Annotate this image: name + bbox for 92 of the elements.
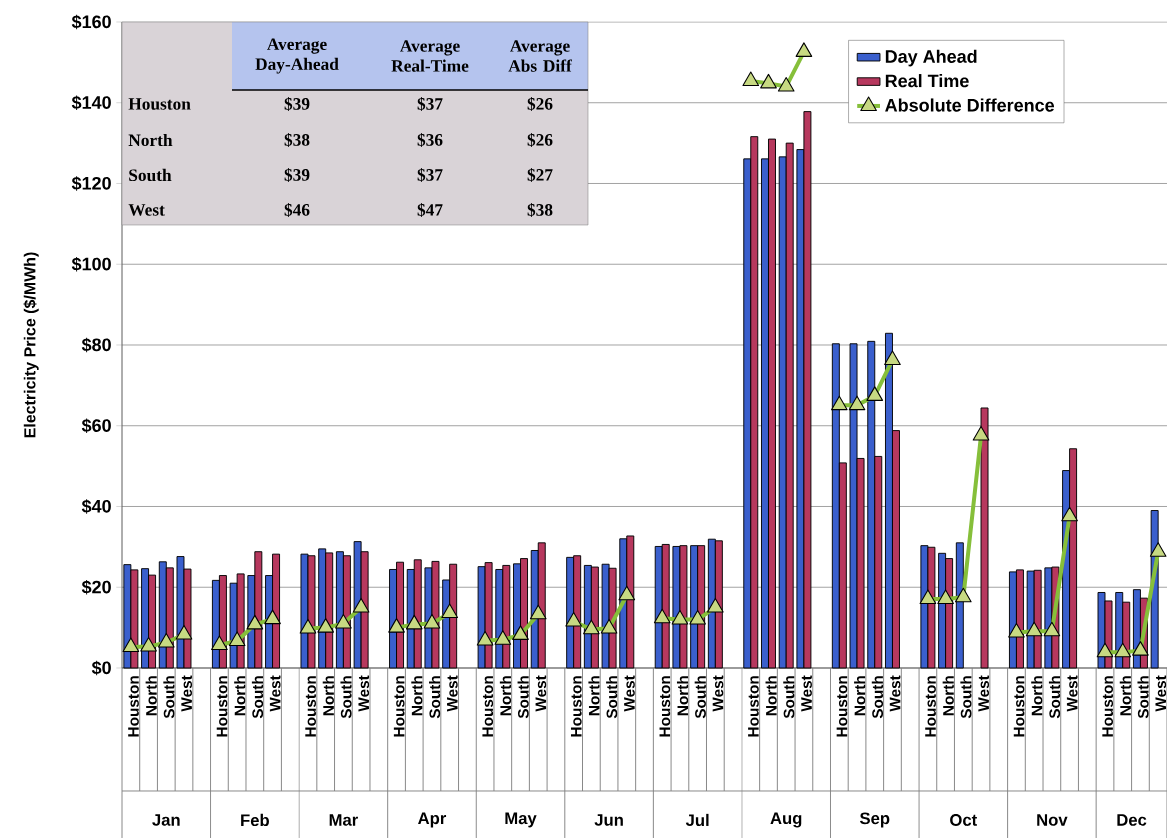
text: Dec [1117,814,1147,826]
x-tick-label: Houston [305,676,316,737]
text: Jun [594,814,623,826]
x-tick-label: South [960,676,972,719]
annotation: $37 [417,168,443,182]
x-tick-label: West [1155,675,1167,712]
annotation: West [128,204,165,216]
annotation: $26 [527,97,553,111]
x-tick-label: North [322,676,334,716]
x-tick-label: Houston [1013,676,1025,737]
annotation: $47 [417,203,443,217]
x-tick-label: Houston [128,676,139,737]
text: Jul [685,813,709,827]
text: Jan [152,814,180,826]
text: May [505,812,537,828]
annotation: Average Real-Time [391,40,469,72]
legend-label: Day Ahead [885,49,977,67]
x-tick-label: West [181,675,193,712]
annotation: Houston [128,98,191,110]
x-tick-label: Houston [836,676,848,737]
y-tick-label: $60 [81,418,111,434]
x-tick-label: Houston [482,676,494,737]
y-tick-label: $120 [71,176,111,191]
x-tick-label: Houston [748,676,759,737]
x-tick-label: South [429,676,441,719]
x-tick-label: Houston [659,676,671,737]
x-tick-label: North [411,676,423,716]
annotation: $36 [417,133,443,147]
text: Feb [241,813,269,827]
annotation: $37 [417,97,443,111]
annotation: $38 [284,133,310,147]
x-tick-label: West [712,675,724,712]
x-tick-label: West [269,675,281,712]
x-tick-label: West [1066,675,1078,712]
x-tick-label: North [1119,676,1132,716]
x-tick-label: North [1031,676,1043,716]
x-tick-label: North [499,676,512,716]
x-tick-label: West [624,675,635,712]
x-tick-label: South [340,676,352,719]
x-tick-label: South [694,676,706,719]
text: Apr [418,812,447,828]
annotation: South [129,168,172,182]
x-tick-label: South [163,676,175,719]
x-tick-label: North [942,676,954,716]
text: Aug [770,812,802,828]
annotation: Average Abs Diff [508,40,572,72]
annotation: $38 [527,203,553,217]
x-tick-label: West [801,675,812,712]
annotation: $39 [284,97,310,111]
x-tick-label: Houston [216,676,228,737]
y-tick-label: $20 [81,579,111,595]
text: Oct [950,814,978,826]
annotation: $27 [527,168,553,182]
x-tick-label: South [517,676,529,719]
x-tick-label: West [978,675,990,712]
x-tick-label: Houston [925,676,936,737]
x-tick-label: South [1137,676,1149,719]
x-tick-label: North [234,676,246,716]
x-tick-label: West [358,675,370,712]
x-tick-label: North [676,676,689,716]
text: Nov [1037,814,1068,826]
text: Mar [329,814,358,826]
legend-label: Real Time [885,74,969,88]
x-tick-label: Houston [570,676,582,737]
y-tick-label: $0 [91,660,111,676]
annotation: $39 [284,168,310,182]
annotation: $46 [284,203,310,217]
x-tick-label: Houston [393,676,405,737]
x-tick-label: North [145,676,157,716]
annotation: $26 [527,133,553,147]
x-tick-label: West [889,675,901,712]
x-tick-label: West [447,675,458,712]
x-tick-label: North [765,676,777,716]
legend-label: Absolute Difference [885,98,1055,112]
x-tick-label: South [606,676,618,719]
x-tick-label: South [871,676,884,719]
x-tick-label: Houston [1102,676,1114,737]
x-tick-label: West [535,675,547,712]
y-tick-label: $40 [81,499,111,514]
x-tick-label: South [251,676,264,719]
x-tick-label: North [854,676,866,716]
y-tick-label: $100 [71,256,111,272]
annotation: Average Day-Ahead [255,38,339,74]
y-axis-title: Electricity Price ($/MWh) [23,252,39,438]
y-tick-label: $80 [81,337,111,353]
y-tick-label: $140 [71,95,111,111]
text: Sep [859,812,890,828]
y-tick-label: $160 [71,14,111,30]
x-tick-label: North [588,676,600,716]
annotation: North [128,133,173,147]
x-tick-label: South [1048,676,1061,719]
x-tick-label: South [783,676,795,719]
